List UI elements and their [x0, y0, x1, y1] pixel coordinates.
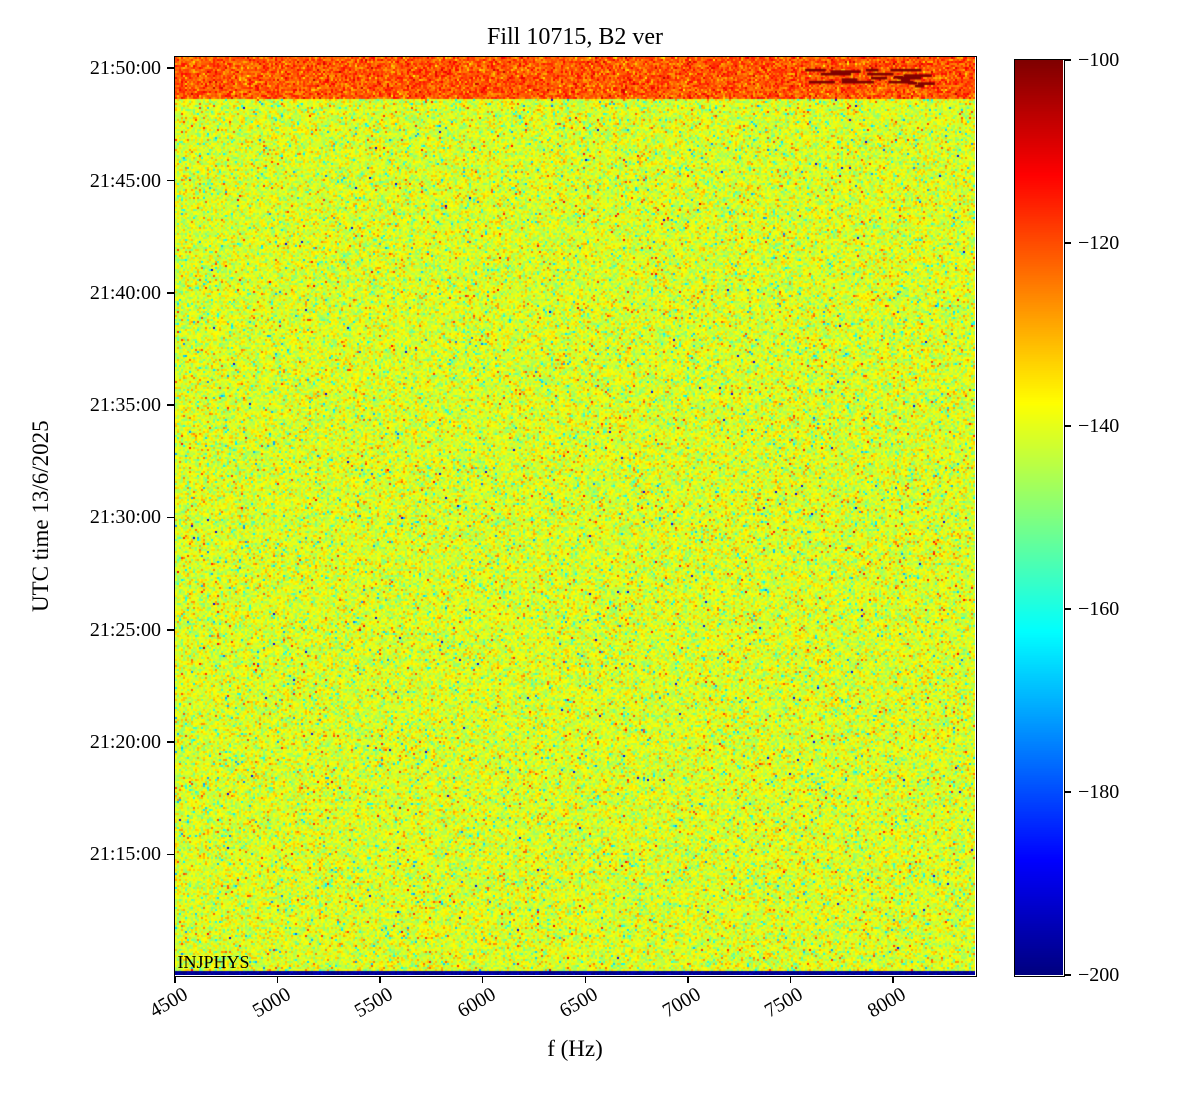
- y-tick-label: 21:45:00: [89, 169, 161, 192]
- plot-annotation: INJPHYS: [177, 951, 250, 972]
- x-tick-mark: [276, 976, 279, 983]
- x-tick-mark: [481, 976, 484, 983]
- x-tick-label: 6500: [556, 983, 602, 1023]
- y-tick-mark: [167, 179, 174, 182]
- x-tick-label: 5000: [248, 983, 295, 1023]
- colorbar-canvas: [1014, 59, 1063, 975]
- x-tick-label: 7500: [761, 983, 807, 1023]
- colorbar-tick-label: −180: [1078, 781, 1120, 803]
- x-tick-mark: [174, 976, 176, 983]
- x-tick-mark: [892, 976, 894, 983]
- colorbar-tick-label: −140: [1078, 415, 1120, 437]
- x-tick-mark: [584, 976, 586, 983]
- x-tick-label: 6000: [453, 983, 500, 1023]
- y-axis-label: UTC time 13/6/2025: [28, 420, 53, 612]
- y-tick-mark: [167, 853, 174, 856]
- x-tick-label: 8000: [863, 983, 910, 1023]
- colorbar-tick-mark: [1064, 425, 1071, 427]
- colorbar-tick-mark: [1064, 242, 1071, 244]
- x-axis-label: f (Hz): [547, 1036, 603, 1061]
- y-tick-mark: [167, 404, 174, 406]
- y-tick-mark: [167, 741, 174, 743]
- y-tick-label: 21:35:00: [89, 394, 161, 417]
- colorbar-tick-mark: [1064, 59, 1071, 61]
- y-tick-label: 21:15:00: [89, 843, 161, 866]
- colorbar-tick-label: −160: [1078, 598, 1120, 620]
- y-tick-mark: [167, 292, 174, 294]
- y-tick-label: 21:50:00: [89, 57, 161, 80]
- x-tick-mark: [379, 976, 381, 983]
- colorbar-tick-mark: [1064, 608, 1071, 610]
- x-tick-mark: [789, 976, 792, 983]
- colorbar-tick-label: −100: [1078, 49, 1120, 71]
- colorbar-tick-label: −200: [1078, 964, 1120, 986]
- y-tick-label: 21:40:00: [89, 281, 161, 304]
- y-tick-mark: [167, 67, 174, 69]
- chart-title: Fill 10715, B2 ver: [486, 24, 663, 50]
- spectrogram-canvas: [174, 56, 975, 975]
- colorbar-tick-mark: [1064, 791, 1071, 793]
- y-tick-label: 21:25:00: [89, 618, 161, 641]
- colorbar-tick-label: −120: [1078, 232, 1120, 254]
- y-tick-mark: [167, 629, 174, 631]
- y-tick-label: 21:30:00: [89, 506, 161, 529]
- x-tick-mark: [687, 976, 689, 983]
- x-tick-label: 7000: [658, 983, 705, 1023]
- colorbar-tick-mark: [1064, 974, 1071, 976]
- colorbar: [1013, 58, 1065, 977]
- x-tick-label: 5500: [350, 983, 397, 1023]
- plot-area: INJPHYS: [173, 55, 977, 977]
- y-tick-mark: [167, 516, 174, 519]
- y-tick-label: 21:20:00: [89, 731, 161, 754]
- x-tick-label: 4500: [145, 983, 192, 1023]
